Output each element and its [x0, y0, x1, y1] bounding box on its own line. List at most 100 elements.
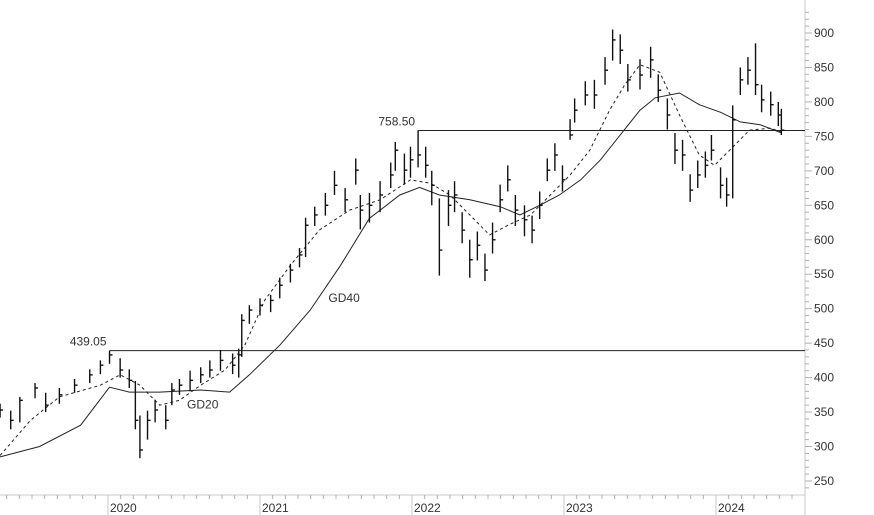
ohlc-bar: [469, 239, 473, 278]
ohlc-bar: [298, 248, 303, 268]
y-tick-label: 850: [814, 60, 834, 74]
ohlc-bar: [569, 119, 574, 140]
ohlc-bar: [171, 383, 175, 406]
ohlc-bar: [10, 410, 14, 430]
ohlc-bar: [491, 222, 496, 254]
ohlc-bar: [0, 403, 4, 418]
x-tick-label: 2021: [262, 501, 289, 515]
ohlc-bar: [99, 360, 104, 375]
ohlc-bar: [619, 34, 624, 65]
ohlc-bar: [554, 143, 558, 171]
reference-lines: 758.50 439.05: [70, 115, 805, 352]
ohlc-bar: [476, 231, 481, 261]
ohlc-bar: [739, 67, 744, 96]
ohlc-bar: [747, 57, 751, 85]
ohlc-bar: [409, 146, 414, 178]
y-tick-label: 600: [814, 233, 834, 247]
axes: 900 850 800 750 700 650 600 550 500 450 400 350 300 2…: [0, 0, 834, 515]
y-tick-label: 500: [814, 302, 834, 316]
ohlc-bar: [128, 369, 133, 388]
ohlc-bar: [209, 360, 213, 378]
ohlc-bar: [333, 170, 338, 195]
ohlc-bar: [390, 162, 394, 189]
ma-label: GD20: [187, 398, 219, 412]
ohlc-bar: [754, 43, 759, 96]
ohlc-bar: [355, 158, 359, 185]
y-tick-label: 750: [814, 129, 834, 143]
ohlc-bar: [259, 298, 263, 316]
ohlc-bar: [108, 350, 113, 364]
ohlc-bar: [269, 294, 274, 313]
ohlc-bar: [241, 314, 245, 357]
ohlc-bar: [649, 46, 654, 78]
ohlc-bar: [499, 184, 504, 213]
reference-line-label: 758.50: [378, 115, 415, 129]
y-tick-label: 300: [814, 440, 834, 454]
ohlc-bar: [304, 217, 309, 257]
annotations: GD20 GD40: [187, 291, 360, 412]
ohlc-bar: [593, 79, 598, 109]
x-tick-label: 2023: [566, 501, 593, 515]
ohlc-bar: [531, 215, 536, 244]
ohlc-bar: [732, 105, 736, 199]
ohlc-bar: [507, 165, 511, 192]
ohlc-bar: [780, 108, 785, 136]
ohlc-bar: [165, 405, 169, 430]
y-tick-label: 350: [814, 405, 834, 419]
ohlc-bar: [538, 191, 543, 220]
ohlc-bar: [674, 132, 678, 164]
y-tick-label: 700: [814, 164, 834, 178]
ohlc-bar: [154, 399, 159, 423]
ohlc-bar: [289, 263, 294, 283]
ohlc-bar: [431, 170, 435, 206]
ohlc-bar: [34, 383, 39, 399]
ohlc-bar: [438, 198, 443, 276]
ohlc-bar: [453, 181, 458, 213]
ohlc-bar: [725, 177, 730, 207]
ohlc-bar: [89, 369, 93, 384]
ohlc-bar: [178, 378, 183, 395]
ohlc-bar: [139, 415, 143, 459]
ohlc-bar: [134, 381, 139, 430]
ohlc-bar: [324, 192, 329, 216]
ohlc-bar: [611, 29, 616, 61]
ohlc-bar: [760, 84, 765, 113]
moving-average-gd20: [0, 64, 782, 456]
ohlc-bar: [704, 151, 709, 178]
ohlc-bar: [484, 253, 488, 282]
moving-average-gd40: [0, 92, 782, 458]
ohlc-bar: [514, 194, 519, 226]
ohlc-bar: [231, 353, 236, 375]
ohlc-bar: [189, 370, 194, 392]
ohlc-bar: [561, 165, 566, 192]
y-tick-label: 800: [814, 95, 834, 109]
ohlc-bar: [19, 396, 23, 423]
y-tick-label: 400: [814, 371, 834, 385]
price-bars: [0, 29, 785, 459]
ohlc-bar: [719, 167, 724, 199]
y-tick-label: 550: [814, 267, 834, 281]
ohlc-bar: [200, 367, 204, 384]
ohlc-bar: [394, 141, 399, 171]
ohlc-bar: [248, 305, 253, 324]
ohlc-bar: [461, 212, 466, 244]
ohlc-bar: [689, 174, 694, 202]
ohlc-bar: [657, 74, 662, 102]
ohlc-bar: [146, 410, 151, 440]
ohlc-bar: [604, 57, 609, 85]
ohlc-bar: [627, 64, 631, 92]
ohlc-bar: [546, 158, 551, 182]
ohlc-bar: [681, 139, 686, 171]
ohlc-bar: [314, 206, 318, 226]
reference-line-label: 439.05: [70, 335, 107, 349]
x-tick-label: 2024: [718, 501, 745, 515]
ohlc-bar: [219, 350, 224, 371]
ohlc-bar: [573, 98, 578, 123]
y-tick-label: 250: [814, 474, 834, 488]
ohlc-bar: [666, 98, 671, 130]
ohlc-bar: [279, 277, 283, 299]
ohlc-bar: [697, 160, 701, 189]
ohlc-bar: [417, 130, 422, 168]
ohlc-bar: [44, 392, 49, 413]
